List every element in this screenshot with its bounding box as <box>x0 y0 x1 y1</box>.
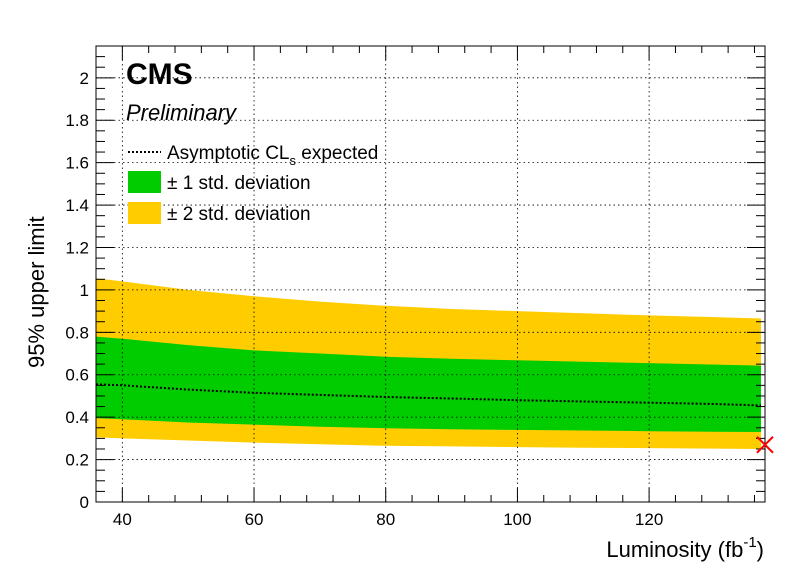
y-tick-label-0: 0 <box>80 493 89 512</box>
x-axis-title: Luminosity (fb-1) <box>606 534 764 562</box>
legend-swatch-1sigma <box>128 171 161 193</box>
y-tick-label-0.8: 0.8 <box>65 323 89 342</box>
x-axis-title-main: Luminosity (fb <box>606 537 743 562</box>
ticks-layer <box>95 46 765 503</box>
x-tick-label-40: 40 <box>113 510 132 529</box>
y-tick-label-0.4: 0.4 <box>65 408 89 427</box>
expected-line-layer <box>95 383 762 407</box>
x-tick-label-60: 60 <box>245 510 264 529</box>
cms-label: CMS <box>126 58 193 91</box>
y-tick-label-1.6: 1.6 <box>65 154 89 173</box>
legend-swatch-2sigma <box>128 202 161 224</box>
legend-expected-main: Asymptotic CL <box>167 143 289 164</box>
observed-marker-layer <box>756 436 774 454</box>
legend-label-2sigma: ± 2 std. deviation <box>167 204 311 225</box>
y-tick-label-1.4: 1.4 <box>65 196 89 215</box>
y-tick-label-0.2: 0.2 <box>65 451 89 470</box>
legend: Asymptotic CLs expected ± 1 std. deviati… <box>128 143 378 225</box>
band-1sigma <box>96 336 761 432</box>
y-tick-label-0.6: 0.6 <box>65 366 89 385</box>
legend-label-expected: Asymptotic CLs expected <box>167 143 378 168</box>
preliminary-label: Preliminary <box>126 100 238 125</box>
grid-layer <box>96 46 765 502</box>
observed-marker-stroke-2 <box>756 436 774 454</box>
legend-label-1sigma: ± 1 std. deviation <box>167 173 311 194</box>
legend-expected-subscript: s <box>289 153 296 168</box>
legend-expected-suffix: expected <box>296 143 378 164</box>
y-tick-label-1: 1 <box>80 281 89 300</box>
tick-labels-layer: 0 0.2 0.4 0.6 0.8 1 1.2 1.4 1.6 1.8 2 40 60 80 100 120 <box>65 69 663 529</box>
y-tick-label-2: 2 <box>80 69 89 88</box>
x-axis-title-superscript: -1 <box>743 534 756 551</box>
bands-layer <box>96 278 761 449</box>
y-tick-label-1.2: 1.2 <box>65 238 89 257</box>
x-tick-label-80: 80 <box>376 510 395 529</box>
x-tick-label-100: 100 <box>503 510 531 529</box>
x-axis-title-close: ) <box>757 537 764 562</box>
expected-limit-line <box>95 383 762 407</box>
y-axis-title: 95% upper limit <box>24 216 49 368</box>
plot-frame <box>95 45 766 503</box>
x-tick-label-120: 120 <box>635 510 663 529</box>
y-tick-label-1.8: 1.8 <box>65 111 89 130</box>
